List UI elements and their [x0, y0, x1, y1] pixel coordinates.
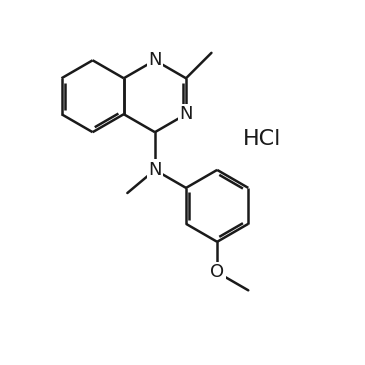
Text: HCl: HCl [242, 129, 281, 149]
Text: N: N [148, 161, 162, 179]
Text: O: O [210, 264, 224, 281]
Text: N: N [148, 51, 162, 69]
Text: N: N [179, 105, 193, 123]
